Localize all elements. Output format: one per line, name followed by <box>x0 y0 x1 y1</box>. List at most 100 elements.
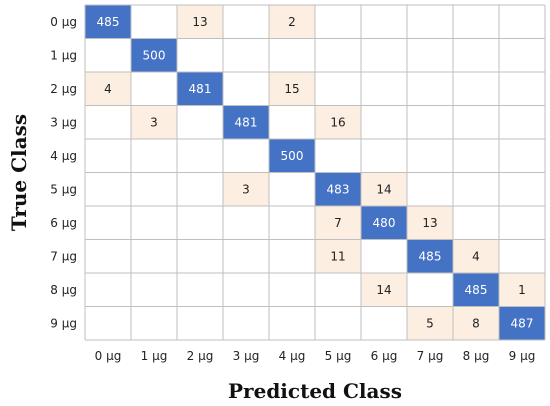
x-tick-label: 6 µg <box>371 349 398 363</box>
y-tick-label: 9 µg <box>50 316 77 330</box>
cell-value-r8-c9: 1 <box>518 283 526 297</box>
x-tick-label: 7 µg <box>417 349 444 363</box>
cell-r0-c1 <box>131 5 177 39</box>
cell-value-r6-c6: 480 <box>373 216 396 230</box>
cell-r7-c8 <box>453 239 499 273</box>
cell-r2-c2 <box>177 72 223 106</box>
cell-r9-c1 <box>131 306 177 340</box>
cell-r1-c6 <box>361 38 407 72</box>
cell-r7-c4 <box>269 239 315 273</box>
cell-r5-c1 <box>131 172 177 206</box>
cell-r0-c6 <box>361 5 407 39</box>
y-tick-label: 6 µg <box>50 216 77 230</box>
cell-r5-c7 <box>407 172 453 206</box>
y-tick-label: 2 µg <box>50 82 77 96</box>
cell-r5-c2 <box>177 172 223 206</box>
cell-r3-c4 <box>269 105 315 139</box>
cell-value-r7-c8: 4 <box>472 249 480 263</box>
cell-r4-c5 <box>315 139 361 173</box>
cell-r3-c5 <box>315 105 361 139</box>
cell-r2-c3 <box>223 72 269 106</box>
cell-r9-c6 <box>361 306 407 340</box>
cell-value-r8-c8: 485 <box>465 283 488 297</box>
cell-r4-c8 <box>453 139 499 173</box>
cell-r8-c0 <box>85 273 131 307</box>
cell-r8-c8 <box>453 273 499 307</box>
cell-value-r5-c6: 14 <box>376 182 391 196</box>
cell-r8-c6 <box>361 273 407 307</box>
cell-r3-c7 <box>407 105 453 139</box>
cell-r8-c7 <box>407 273 453 307</box>
y-tick-label: 4 µg <box>50 149 77 163</box>
cell-r6-c8 <box>453 206 499 240</box>
cell-r5-c5 <box>315 172 361 206</box>
cell-r6-c7 <box>407 206 453 240</box>
cell-r1-c2 <box>177 38 223 72</box>
cell-value-r0-c0: 485 <box>97 15 120 29</box>
cell-r3-c3 <box>223 105 269 139</box>
cell-r3-c1 <box>131 105 177 139</box>
y-tick-label: 1 µg <box>50 48 77 62</box>
cell-r7-c3 <box>223 239 269 273</box>
y-tick-label: 7 µg <box>50 249 77 263</box>
cell-r1-c0 <box>85 38 131 72</box>
cell-r6-c6 <box>361 206 407 240</box>
y-tick-label: 3 µg <box>50 115 77 129</box>
cell-r2-c7 <box>407 72 453 106</box>
cell-value-r4-c4: 500 <box>281 149 304 163</box>
cell-value-r9-c9: 487 <box>511 316 534 330</box>
cell-r0-c7 <box>407 5 453 39</box>
cell-r3-c8 <box>453 105 499 139</box>
x-tick-labels: 0 µg 1 µg 2 µg 3 µg 4 µg 5 µg 6 µg 7 µg 8 µg 9 µg <box>95 349 536 363</box>
cell-r1-c3 <box>223 38 269 72</box>
cell-value-r7-c5: 11 <box>330 249 345 263</box>
cell-r1-c4 <box>269 38 315 72</box>
cell-r5-c6 <box>361 172 407 206</box>
cell-r1-c7 <box>407 38 453 72</box>
cell-r6-c5 <box>315 206 361 240</box>
cell-r9-c2 <box>177 306 223 340</box>
cell-r0-c3 <box>223 5 269 39</box>
cell-r6-c3 <box>223 206 269 240</box>
cell-r2-c9 <box>499 72 545 106</box>
cell-value-r0-c4: 2 <box>288 15 296 29</box>
cell-value-r7-c7: 485 <box>419 249 442 263</box>
cell-r6-c1 <box>131 206 177 240</box>
cell-value-r8-c6: 14 <box>376 283 391 297</box>
cell-r7-c7 <box>407 239 453 273</box>
cell-value-r2-c0: 4 <box>104 82 112 96</box>
x-tick-label: 4 µg <box>279 349 306 363</box>
cell-r0-c5 <box>315 5 361 39</box>
cell-r0-c4 <box>269 5 315 39</box>
cell-value-r0-c2: 13 <box>192 15 207 29</box>
x-tick-label: 2 µg <box>187 349 214 363</box>
cell-r4-c0 <box>85 139 131 173</box>
cell-r9-c5 <box>315 306 361 340</box>
cell-r2-c0 <box>85 72 131 106</box>
x-axis-title: Predicted Class <box>228 379 402 403</box>
cell-r4-c6 <box>361 139 407 173</box>
cell-r7-c2 <box>177 239 223 273</box>
cell-value-r1-c1: 500 <box>143 48 166 62</box>
cell-value-r9-c7: 5 <box>426 316 434 330</box>
cell-r9-c4 <box>269 306 315 340</box>
cell-r2-c8 <box>453 72 499 106</box>
cell-r7-c5 <box>315 239 361 273</box>
y-tick-label: 8 µg <box>50 283 77 297</box>
cell-value-r5-c3: 3 <box>242 182 250 196</box>
cell-r5-c9 <box>499 172 545 206</box>
x-tick-label: 8 µg <box>463 349 490 363</box>
cell-r5-c4 <box>269 172 315 206</box>
cell-r4-c4 <box>269 139 315 173</box>
cell-r9-c8 <box>453 306 499 340</box>
cell-r7-c6 <box>361 239 407 273</box>
cell-r1-c1 <box>131 38 177 72</box>
cell-value-r9-c8: 8 <box>472 316 480 330</box>
cell-r4-c1 <box>131 139 177 173</box>
cell-r5-c0 <box>85 172 131 206</box>
cell-r6-c2 <box>177 206 223 240</box>
cell-r8-c1 <box>131 273 177 307</box>
cell-r0-c2 <box>177 5 223 39</box>
cell-r9-c3 <box>223 306 269 340</box>
